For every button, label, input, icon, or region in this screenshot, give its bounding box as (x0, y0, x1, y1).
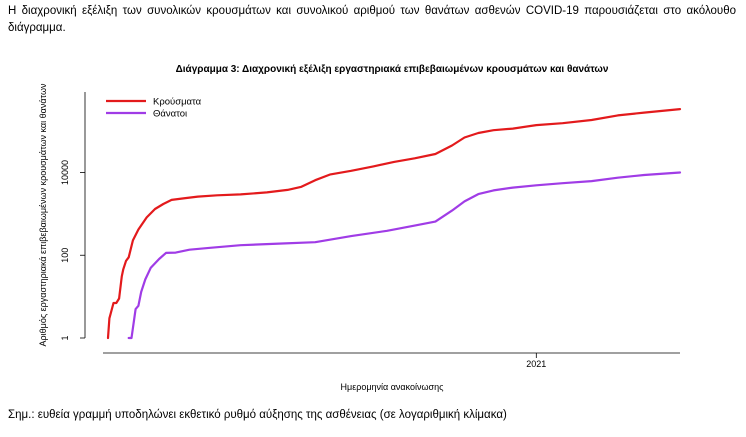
intro-paragraph: Η διαχρονική εξέλιξη των συνολικών κρουσ… (8, 5, 736, 34)
series-lines (106, 107, 682, 340)
x-axis-label: Ημερομηνία ανακοίνωσης (341, 382, 445, 392)
y-tick-label: 100 (60, 248, 70, 263)
legend-label: Κρούσματα (153, 97, 202, 108)
x-ticks: 2021 (526, 353, 546, 369)
y-axis-label: Αριθμός εργαστηριακά επιβεβαιωμένων κρου… (38, 83, 48, 346)
footnote: Σημ.: ευθεία γραμμή υποδηλώνει εκθετικό … (8, 409, 507, 421)
chart-title: Διάγραμμα 3: Διαχρονική εξέλιξη εργαστηρ… (176, 64, 609, 75)
series-line-cases (106, 107, 682, 340)
y-tick-label: 10000 (60, 160, 70, 185)
legend-label: Θάνατοι (153, 109, 187, 120)
x-tick-label: 2021 (526, 359, 546, 369)
y-tick-label: 1 (60, 335, 70, 340)
y-ticks: 1 100 10000 (60, 160, 85, 341)
series-line-deaths (127, 171, 682, 340)
